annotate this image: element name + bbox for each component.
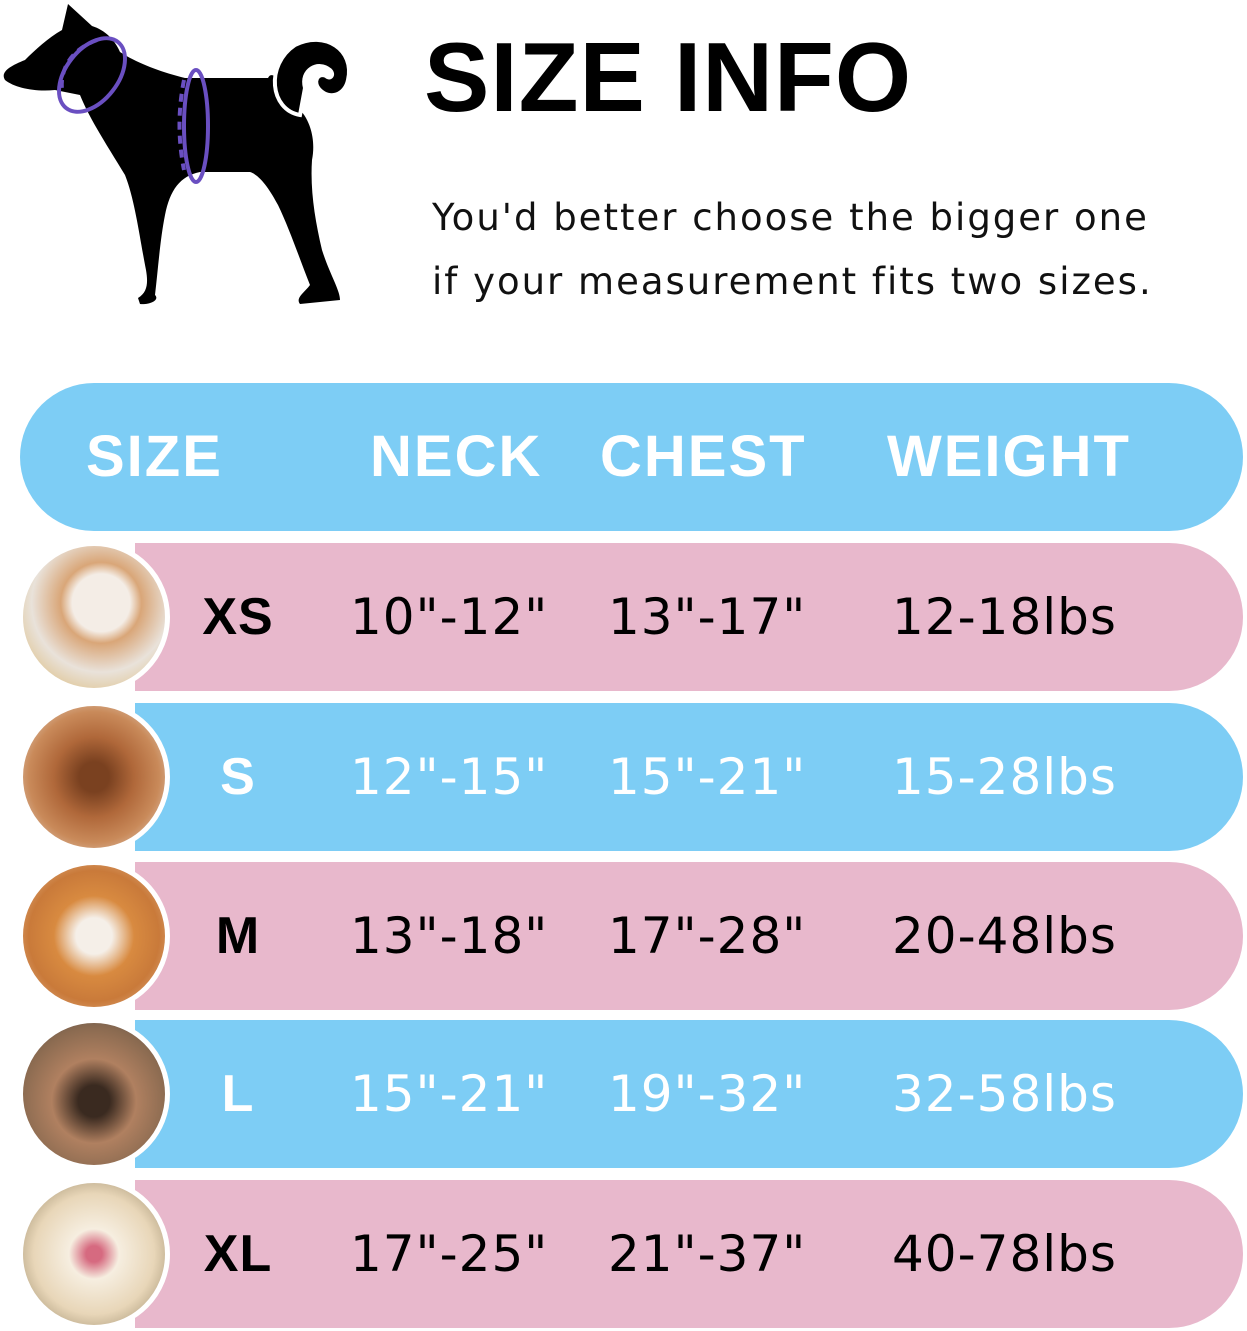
- page-title: SIZE INFO: [424, 22, 913, 132]
- french-bulldog-photo: [18, 1018, 170, 1170]
- table-row: [135, 1180, 1243, 1328]
- size-cell: S: [220, 748, 256, 806]
- size-cell: M: [215, 907, 261, 965]
- subtitle-line: if your measurement fits two sizes.: [432, 260, 1153, 303]
- weight-cell: 20-48lbs: [892, 907, 1117, 965]
- table-row: [135, 1020, 1243, 1168]
- weight-cell: 15-28lbs: [892, 748, 1117, 806]
- size-cell: XL: [203, 1225, 273, 1283]
- table-header: SIZE NECK CHEST WEIGHT: [20, 383, 1243, 531]
- subtitle-line: You'd better choose the bigger one: [432, 196, 1149, 239]
- header-weight: WEIGHT: [887, 424, 1131, 489]
- neck-cell: 17"-25": [350, 1225, 549, 1283]
- neck-cell: 15"-21": [350, 1065, 549, 1123]
- chest-cell: 17"-28": [608, 907, 807, 965]
- neck-cell: 10"-12": [350, 588, 549, 646]
- header-neck: NECK: [370, 424, 543, 489]
- shiba-inu-photo: [18, 860, 170, 1012]
- chest-cell: 15"-21": [608, 748, 807, 806]
- table-row: [135, 543, 1243, 691]
- chest-cell: 13"-17": [608, 588, 807, 646]
- weight-cell: 12-18lbs: [892, 588, 1117, 646]
- header-size: SIZE: [86, 424, 223, 489]
- labrador-photo: [18, 1178, 170, 1330]
- neck-cell: 12"-15": [350, 748, 549, 806]
- chest-cell: 19"-32": [608, 1065, 807, 1123]
- pomeranian-photo: [18, 541, 170, 693]
- dog-measurement-silhouette-icon: [3, 4, 352, 305]
- subtitle: You'd better choose the bigger one if yo…: [432, 186, 1232, 314]
- table-row: [135, 703, 1243, 851]
- weight-cell: 40-78lbs: [892, 1225, 1117, 1283]
- poodle-photo: [18, 701, 170, 853]
- weight-cell: 32-58lbs: [892, 1065, 1117, 1123]
- size-cell: XS: [202, 588, 274, 646]
- size-cell: L: [221, 1065, 255, 1123]
- chest-cell: 21"-37": [608, 1225, 807, 1283]
- neck-cell: 13"-18": [350, 907, 549, 965]
- table-row: [135, 862, 1243, 1010]
- header-chest: CHEST: [600, 424, 807, 489]
